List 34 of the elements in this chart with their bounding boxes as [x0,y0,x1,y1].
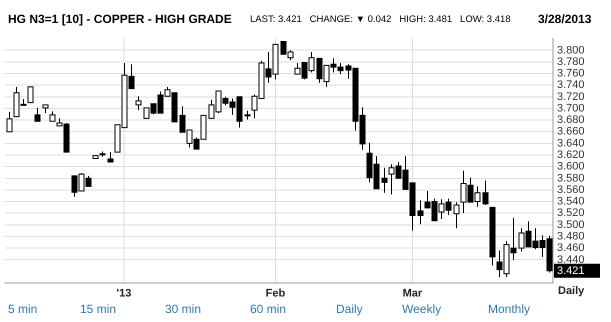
text: 5 min [8,302,38,316]
y-tick-label: 3.520 [557,207,585,220]
chart-title: HG N3=1 [10] - COPPER - HIGH GRADE [8,12,232,26]
y-tick-label: 3.620 [557,149,585,162]
text: 3/28/2013 [538,12,592,26]
y-tick-label: 3.660 [557,126,585,138]
y-tick-label: 3.540 [557,196,585,208]
x-tick-label: '13 [116,288,132,300]
chart-subtitle: LAST: 3.421 CHANGE: ▼ 0.042 HIGH: 3.481 LOW: 3.418 [250,14,511,25]
y-tick-label: 3.580 [557,172,585,184]
y-tick-label: 3.700 [557,102,585,114]
y-tick-label: 3.440 [557,254,585,266]
y-tick-label: 3.760 [557,68,585,80]
text: Daily [558,285,584,297]
text: 3.421 [557,264,585,277]
text: Monthly [488,302,530,316]
x-tick-label: Feb [266,288,286,300]
y-tick-label: 3.480 [557,230,585,242]
text: 60 min [250,302,286,316]
text: Daily [336,302,363,316]
y-tick-label: 3.780 [557,56,585,68]
y-tick-label: 3.640 [557,137,585,150]
text: 15 min [80,302,116,316]
text: 30 min [165,302,202,316]
text: Weekly [402,302,442,316]
y-tick-label: 3.500 [557,218,585,231]
y-tick-label: 3.800 [557,44,585,56]
x-tick-label: Mar [402,288,423,300]
y-tick-label: 3.720 [557,90,585,103]
y-tick-label: 3.600 [557,160,585,173]
y-tick-label: 3.740 [557,79,585,92]
y-tick-label: 3.560 [557,184,585,196]
y-tick-label: 3.460 [557,242,585,254]
y-tick-label: 3.680 [557,114,585,126]
